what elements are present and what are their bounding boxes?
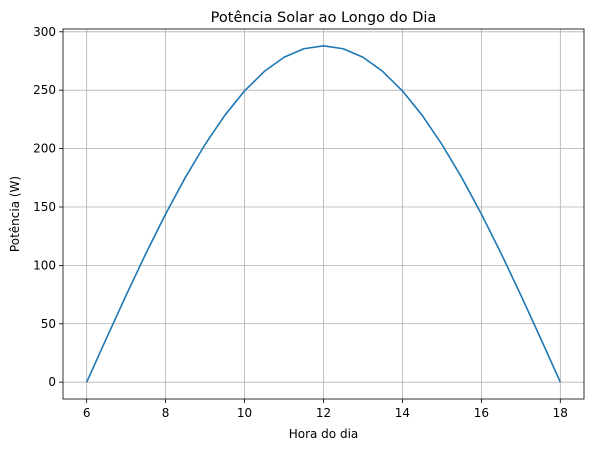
y-axis-label: Potência (W) bbox=[8, 176, 22, 252]
chart-title: Potência Solar ao Longo do Dia bbox=[211, 10, 437, 26]
y-tick-label: 200 bbox=[33, 142, 56, 156]
y-tick-label: 50 bbox=[41, 317, 56, 331]
x-tick-label: 16 bbox=[474, 406, 489, 420]
series-layer bbox=[85, 45, 562, 383]
x-tick-label: 14 bbox=[395, 406, 410, 420]
y-tick-label: 150 bbox=[33, 200, 56, 214]
x-tick-label: 6 bbox=[83, 406, 91, 420]
y-tick-label: 0 bbox=[48, 375, 56, 389]
y-tick-label: 100 bbox=[33, 258, 56, 272]
series-line bbox=[85, 45, 562, 383]
x-tick-label: 18 bbox=[553, 406, 568, 420]
x-tick-label: 10 bbox=[237, 406, 252, 420]
y-axis: 0 50 100 150 200 250 300 bbox=[33, 25, 63, 389]
x-tick-label: 8 bbox=[162, 406, 170, 420]
x-tick-label: 12 bbox=[316, 406, 331, 420]
x-axis: 6 8 10 12 14 16 18 bbox=[83, 399, 568, 420]
x-axis-label: Hora do dia bbox=[289, 427, 359, 441]
y-tick-label: 250 bbox=[33, 83, 56, 97]
y-tick-label: 300 bbox=[33, 25, 56, 39]
